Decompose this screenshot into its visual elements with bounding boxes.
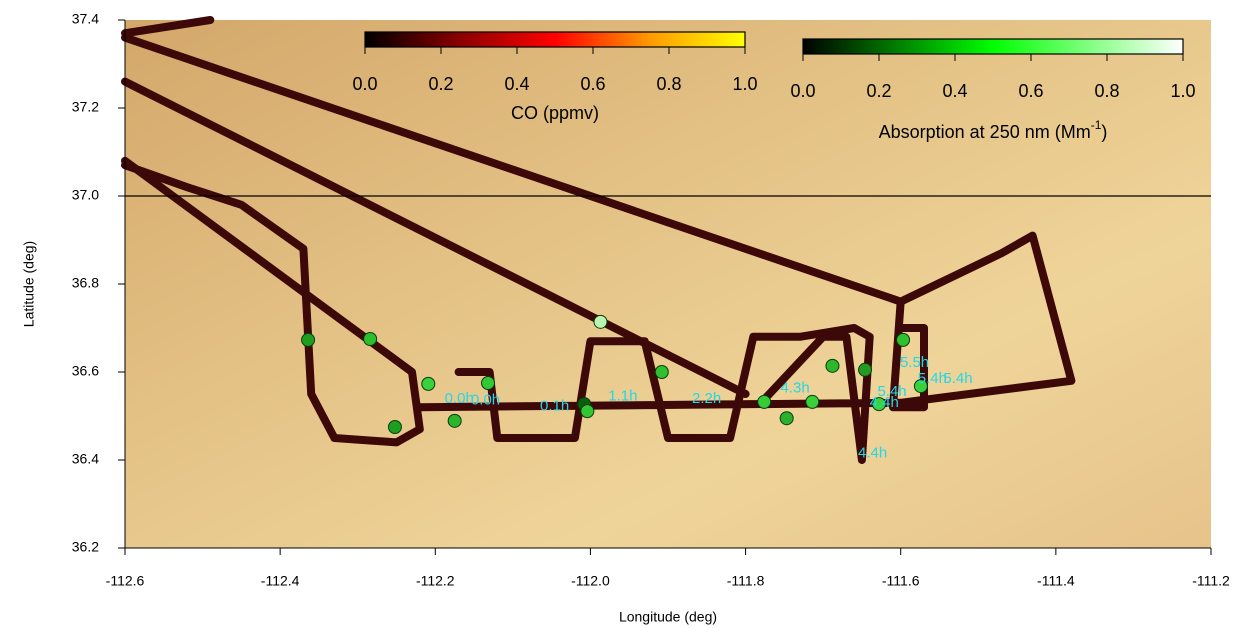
colorbar [365,32,745,47]
time-label: 5.4h [877,383,906,400]
sample-point [388,421,401,434]
colorbar-tick-label: 0.2 [428,74,453,94]
x-tick-label: -112.0 [571,573,610,589]
time-label: 0.0h [471,392,500,409]
colorbar [803,39,1183,54]
colorbar-tick-label: 0.4 [504,74,529,94]
colorbar-tick-label: 0.6 [580,74,605,94]
sample-point [806,395,819,408]
sample-point [780,412,793,425]
y-tick-label: 37.2 [72,99,99,115]
y-tick-label: 36.2 [72,539,99,555]
colorbar-tick-label: 0.6 [1018,81,1043,101]
x-tick-label: -111.4 [1037,573,1075,589]
sample-point [826,359,839,372]
x-axis-label: Longitude (deg) [619,609,717,625]
sample-point [364,333,377,346]
y-tick-label: 37.4 [72,11,99,27]
sample-point [897,333,910,346]
colorbar-tick-label: 0.8 [656,74,681,94]
y-tick-label: 36.4 [72,451,99,467]
label-part: Absorption at 250 nm (Mm [879,122,1091,142]
colorbar-tick-label: 0.2 [866,81,891,101]
sample-point [758,395,771,408]
y-tick-label: 36.6 [72,363,99,379]
sample-point [581,405,594,418]
colorbar-label: Absorption at 250 nm (Mm-1) [879,118,1108,142]
label-part: ) [1101,122,1107,142]
x-tick-label: -112.2 [416,573,455,589]
x-tick-label: -111.6 [882,573,920,589]
time-label: 4.4h [858,444,887,461]
colorbar-tick-label: 0.0 [352,74,377,94]
colorbar-tick-label: 0.4 [942,81,967,101]
sample-point [422,377,435,390]
colorbar-label: CO (ppmv) [511,103,599,123]
sample-point [448,414,461,427]
time-label: 5.5h [900,354,929,371]
y-tick-label: 37.0 [72,187,99,203]
colorbar-tick-label: 0.0 [790,81,815,101]
label-part: CO (ppmv) [511,103,599,123]
sample-point [302,333,315,346]
colorbar-tick-label: 1.0 [732,74,757,94]
colorbar-tick-label: 1.0 [1170,81,1195,101]
time-label: 4.3h [780,380,809,397]
time-label: 5.4h [943,370,972,387]
chart: Latitude (deg) Longitude (deg) 0.0h0.0h 0… [0,0,1237,628]
time-label: 2.2h [692,390,721,407]
colorbar-tick-label: 0.8 [1094,81,1119,101]
x-tick-label: -112.4 [261,573,300,589]
time-label: 0.1h [540,398,569,415]
x-tick-label: -111.8 [727,573,765,589]
label-part: -1 [1091,118,1102,132]
y-axis-label: Latitude (deg) [21,241,37,327]
sample-point [594,315,607,328]
y-tick-label: 36.8 [72,275,99,291]
x-tick-label: -112.6 [106,573,145,589]
sample-point [859,363,872,376]
sample-point [482,377,495,390]
time-label: 1.1h [608,388,637,405]
time-label: 0.0h [445,390,474,407]
sample-point [655,366,668,379]
x-tick-label: -111.2 [1192,573,1230,589]
